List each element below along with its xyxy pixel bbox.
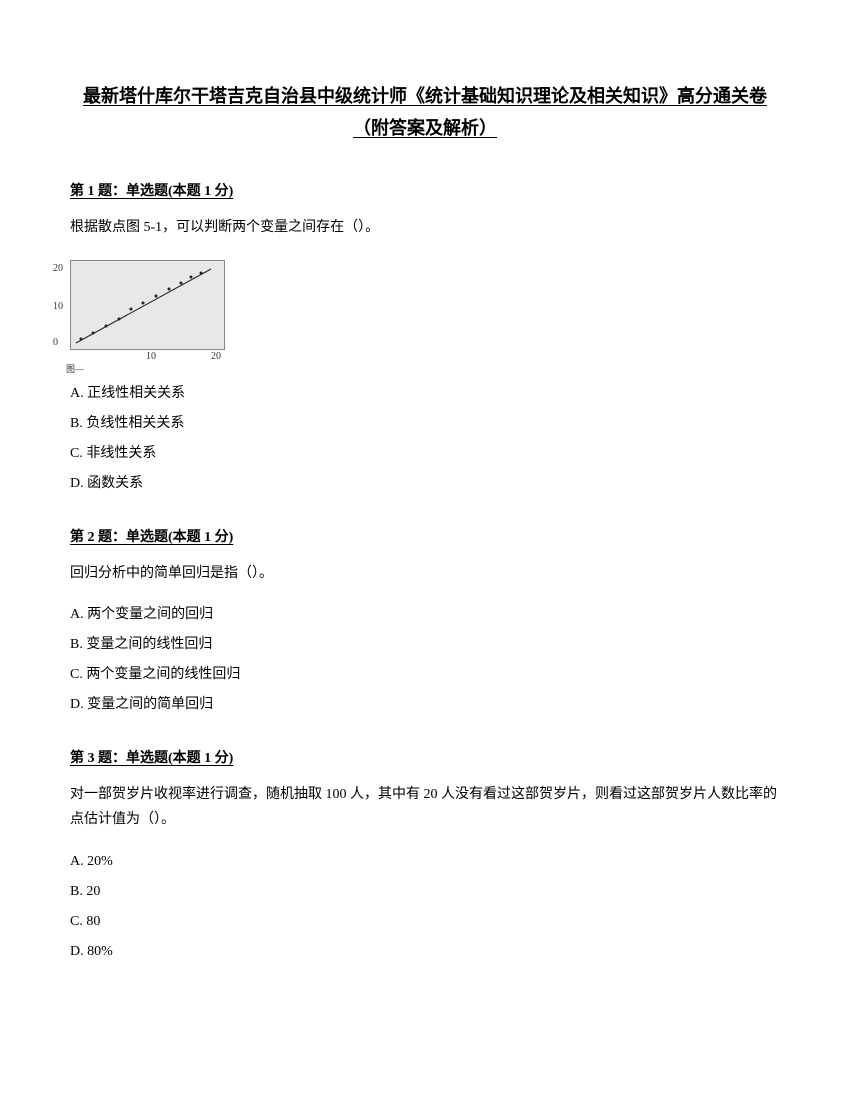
question-text: 回归分析中的简单回归是指（）。 (70, 561, 780, 586)
option-b: B. 变量之间的线性回归 (70, 631, 780, 659)
options-list: A. 两个变量之间的回归 B. 变量之间的线性回归 C. 两个变量之间的线性回归… (70, 601, 780, 719)
scatter-point (92, 331, 95, 334)
question-2: 第 2 题：单选题(本题 1 分) 回归分析中的简单回归是指（）。 A. 两个变… (70, 526, 780, 719)
option-d: D. 80% (70, 938, 780, 966)
title-line-2: （附答案及解析） (70, 112, 780, 144)
scatter-point (80, 337, 83, 340)
scatter-point (190, 275, 193, 278)
title-line-1: 最新塔什库尔干塔吉克自治县中级统计师《统计基础知识理论及相关知识》高分通关卷 (70, 80, 780, 112)
question-text: 对一部贺岁片收视率进行调查，随机抽取 100 人，其中有 20 人没有看过这部贺… (70, 782, 780, 832)
scatter-point (200, 271, 203, 274)
scatter-point (180, 281, 183, 284)
options-list: A. 正线性相关关系 B. 负线性相关关系 C. 非线性关系 D. 函数关系 (70, 380, 780, 498)
scatter-point (168, 287, 171, 290)
option-b: B. 20 (70, 878, 780, 906)
x-axis-label: 10 (146, 351, 156, 362)
question-1: 第 1 题：单选题(本题 1 分) 根据散点图 5-1，可以判断两个变量之间存在… (70, 180, 780, 498)
option-c: C. 两个变量之间的线性回归 (70, 661, 780, 689)
scatter-svg (71, 261, 226, 351)
question-header: 第 3 题：单选题(本题 1 分) (70, 747, 780, 767)
options-list: A. 20% B. 20 C. 80 D. 80% (70, 848, 780, 966)
document-title: 最新塔什库尔干塔吉克自治县中级统计师《统计基础知识理论及相关知识》高分通关卷 （… (70, 80, 780, 145)
scatter-point (155, 294, 158, 297)
y-axis-label: 20 (53, 263, 63, 274)
scatter-point (130, 307, 133, 310)
option-b: B. 负线性相关关系 (70, 410, 780, 438)
question-3: 第 3 题：单选题(本题 1 分) 对一部贺岁片收视率进行调查，随机抽取 100… (70, 747, 780, 965)
option-d: D. 变量之间的简单回归 (70, 691, 780, 719)
scatter-point (118, 317, 121, 320)
question-header: 第 2 题：单选题(本题 1 分) (70, 526, 780, 546)
scatter-point (105, 324, 108, 327)
trend-line (76, 269, 211, 343)
scatter-chart-container: 20 10 0 10 20 图— (70, 260, 780, 350)
y-axis-label: 10 (53, 301, 63, 312)
option-a: A. 20% (70, 848, 780, 876)
option-c: C. 非线性关系 (70, 440, 780, 468)
y-axis-label: 0 (53, 337, 58, 348)
question-header: 第 1 题：单选题(本题 1 分) (70, 180, 780, 200)
option-a: A. 正线性相关关系 (70, 380, 780, 408)
x-axis-label: 20 (211, 351, 221, 362)
scatter-point (142, 301, 145, 304)
chart-caption: 图— (66, 362, 84, 375)
question-text: 根据散点图 5-1，可以判断两个变量之间存在（）。 (70, 215, 780, 240)
scatter-chart: 20 10 0 10 20 图— (70, 260, 225, 350)
option-c: C. 80 (70, 908, 780, 936)
option-a: A. 两个变量之间的回归 (70, 601, 780, 629)
option-d: D. 函数关系 (70, 470, 780, 498)
